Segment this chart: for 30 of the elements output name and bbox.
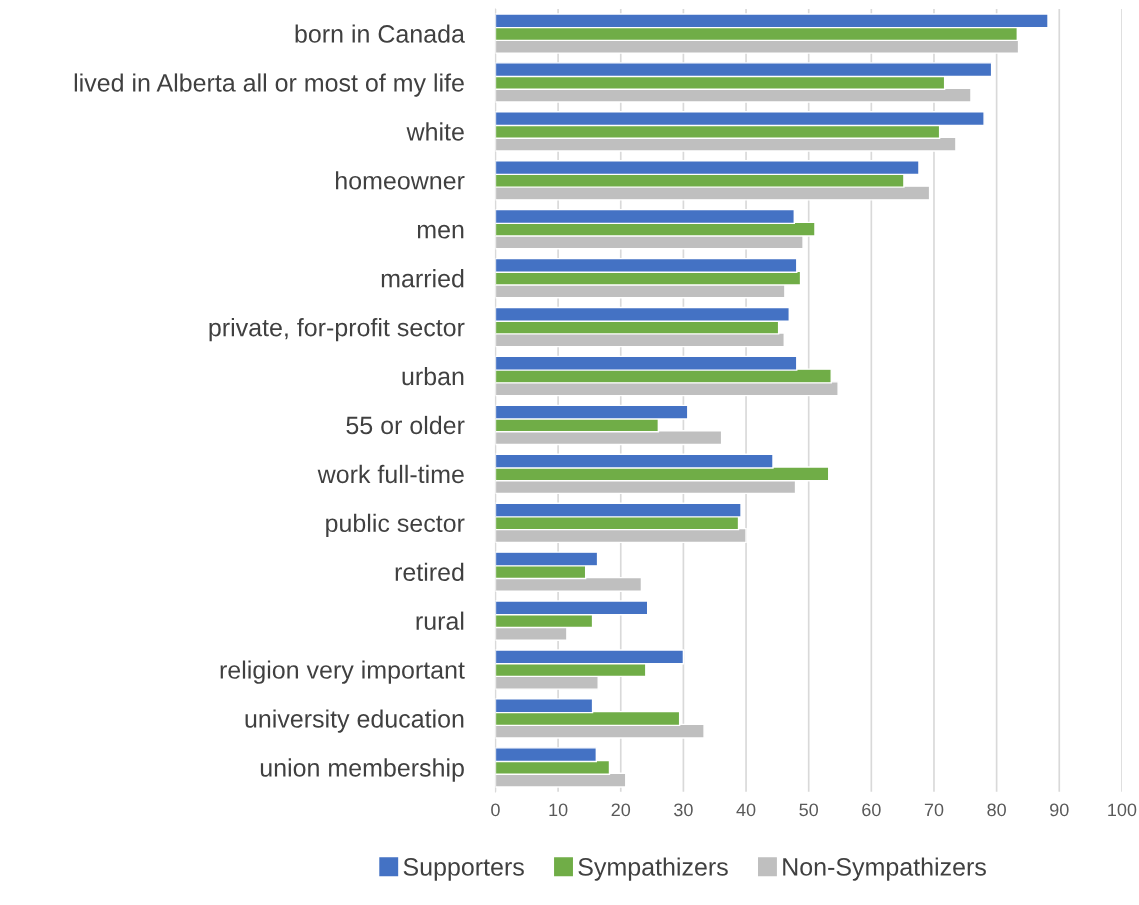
x-tick-label: 80 [987,803,1006,817]
y-tick-label: public sector [326,513,465,538]
y-tick-label: homeowner [336,171,465,190]
x-tick-label: 100 [1108,803,1137,817]
legend-label: Sympathizers [578,857,728,881]
y-tick-label: born in Canada [295,24,465,43]
x-tick-label: 70 [924,803,944,817]
x-tick-label: 10 [549,803,568,817]
y-tick-label: urban [402,366,464,386]
y-tick-label: union membership [260,758,464,782]
x-tick-label: 30 [674,803,693,817]
x-tick-label: 20 [611,803,631,817]
y-tick-label: work full-time [317,464,464,484]
y-tick-label: religion very important [220,660,465,684]
y-tick-label: retired [395,562,464,582]
x-tick-label: 0 [491,803,500,817]
x-tick-label: 90 [1050,803,1069,817]
y-tick-label: lived in Alberta all or most of my life [74,73,464,97]
y-tick-label: university education [245,709,464,733]
legend-label: Supporters [403,858,524,881]
x-tick-label: 50 [799,803,819,817]
y-tick-label: rural [416,611,464,630]
y-tick-label: men [417,224,464,239]
x-tick-label: 60 [862,803,881,817]
y-tick-label: 55 or older [346,415,465,435]
y-tick-label: private, for-profit sector [209,318,465,342]
x-tick-label: 40 [736,803,756,817]
legend-label: Non-Sympathizers [783,857,986,881]
y-tick-label: white [406,122,464,141]
y-tick-label: married [381,269,464,288]
